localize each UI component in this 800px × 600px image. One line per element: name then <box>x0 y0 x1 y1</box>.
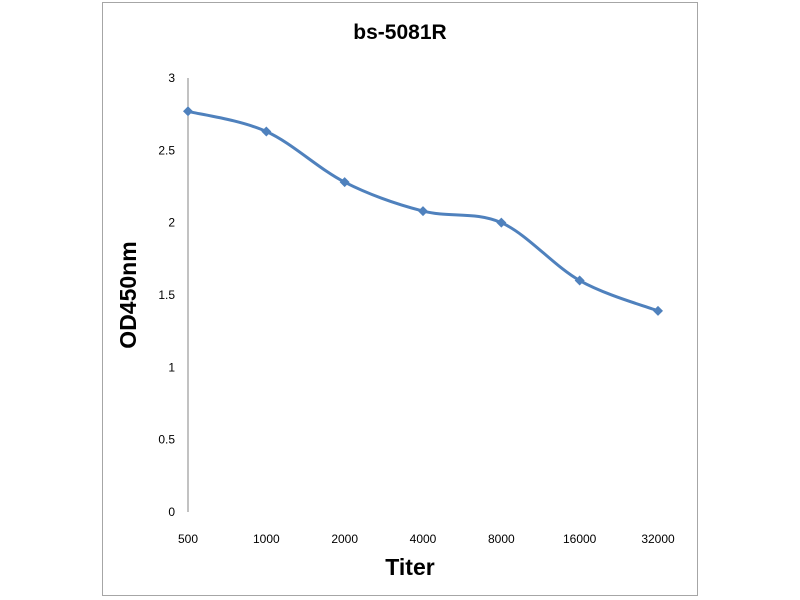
x-axis-ticks: 500 1000 2000 4000 8000 16000 32000 <box>178 532 675 546</box>
y-axis-ticks: 0 0.5 1 1.5 2 2.5 3 <box>158 71 175 519</box>
y-tick-label: 1 <box>168 360 175 374</box>
data-point-marker <box>496 217 507 228</box>
x-tick-label: 2000 <box>331 532 358 546</box>
y-axis-title: OD450nm <box>115 241 141 348</box>
chart-title: bs-5081R <box>353 21 446 44</box>
data-point-marker <box>183 106 193 117</box>
x-axis-title: Titer <box>385 554 434 580</box>
y-tick-label: 3 <box>168 71 175 85</box>
x-tick-label: 500 <box>178 532 198 546</box>
x-tick-label: 1000 <box>253 532 280 546</box>
chart-area <box>102 2 698 596</box>
data-point-marker <box>339 177 350 188</box>
y-tick-label: 0 <box>168 505 175 519</box>
y-tick-label: 1.5 <box>158 288 175 302</box>
x-tick-label: 16000 <box>563 532 597 546</box>
y-tick-label: 2 <box>168 216 175 230</box>
x-tick-label: 32000 <box>641 532 675 546</box>
data-point-marker <box>653 305 663 316</box>
data-point-marker <box>418 206 428 217</box>
x-tick-label: 8000 <box>488 532 515 546</box>
y-tick-label: 2.5 <box>158 143 175 157</box>
x-tick-label: 4000 <box>410 532 437 546</box>
data-point-marker <box>574 275 585 286</box>
y-tick-label: 0.5 <box>158 433 175 447</box>
data-markers <box>183 106 663 316</box>
data-point-marker <box>261 126 272 137</box>
